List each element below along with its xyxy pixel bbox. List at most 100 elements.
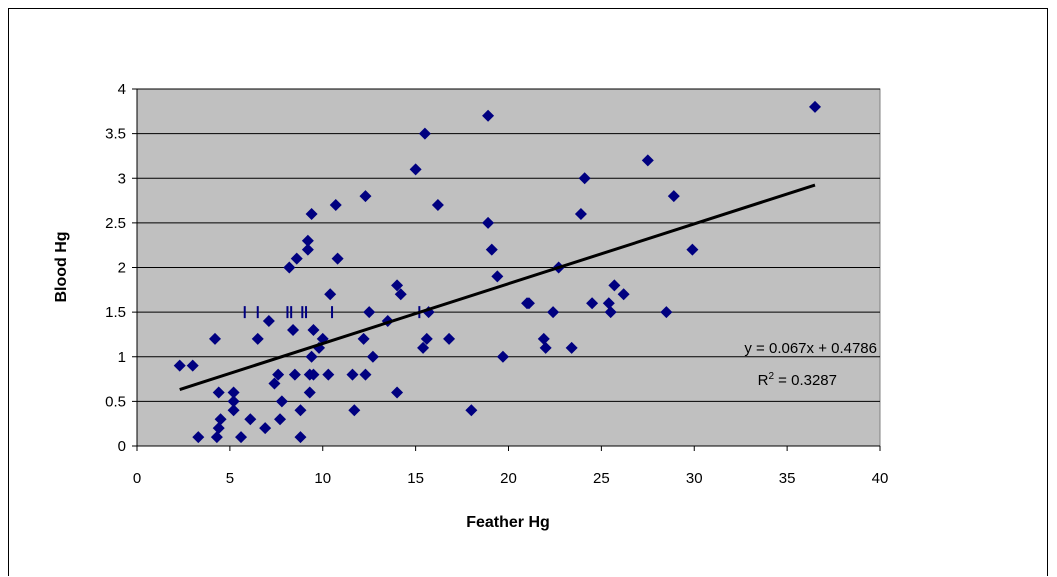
data-point xyxy=(275,395,288,408)
data-point xyxy=(686,243,699,256)
data-point xyxy=(235,431,248,444)
data-point xyxy=(259,422,272,435)
data-point xyxy=(357,332,370,345)
x-tick-label: 15 xyxy=(407,470,424,487)
r-squared-prefix: R xyxy=(758,372,769,389)
y-tick-label: 2 xyxy=(118,260,126,277)
data-point xyxy=(283,261,296,274)
data-point xyxy=(391,279,404,292)
data-point xyxy=(363,306,376,319)
data-point xyxy=(496,350,509,363)
r-squared-label: R2 = 0.3287 xyxy=(758,371,837,389)
data-point xyxy=(173,359,186,372)
data-point xyxy=(214,413,227,426)
data-point xyxy=(359,190,372,203)
data-point xyxy=(359,368,372,381)
y-tick-label: 0.5 xyxy=(105,393,126,410)
data-point xyxy=(227,386,240,399)
y-tick-label: 1.5 xyxy=(105,304,126,321)
data-point xyxy=(301,243,314,256)
data-point xyxy=(272,368,285,381)
data-point xyxy=(539,341,552,354)
y-tick-labels: 0 0.5 1 1.5 2 2.5 3 3.5 4 xyxy=(105,81,126,455)
data-point xyxy=(294,404,307,417)
x-tick-label: 5 xyxy=(226,470,234,487)
y-tick-label: 1 xyxy=(118,349,126,366)
data-point xyxy=(586,297,599,310)
data-point xyxy=(394,288,407,301)
trendline-equation: y = 0.067x + 0.4786 xyxy=(744,340,877,357)
r-squared-value: = 0.3287 xyxy=(774,372,837,389)
data-point xyxy=(420,332,433,345)
data-point xyxy=(578,172,591,185)
y-tick-label: 4 xyxy=(118,81,126,98)
x-axis-label: Feather Hg xyxy=(466,514,550,531)
data-point xyxy=(547,306,560,319)
data-point xyxy=(210,431,223,444)
x-tick-label: 40 xyxy=(872,470,889,487)
y-tick-label: 3 xyxy=(118,170,126,187)
data-point xyxy=(808,100,821,113)
data-point xyxy=(287,323,300,336)
data-point xyxy=(186,359,199,372)
x-tick-label: 0 xyxy=(133,470,141,487)
data-point xyxy=(251,332,264,345)
data-point xyxy=(667,190,680,203)
data-point xyxy=(288,368,301,381)
data-point xyxy=(268,377,281,390)
data-point xyxy=(482,109,495,122)
data-point xyxy=(244,413,257,426)
x-tick-label: 10 xyxy=(314,470,331,487)
data-point xyxy=(212,386,225,399)
data-point xyxy=(290,252,303,265)
data-point xyxy=(346,368,359,381)
data-point xyxy=(329,199,342,212)
x-tick-labels: 0 5 10 15 20 25 30 35 40 xyxy=(133,470,889,487)
data-point xyxy=(574,207,587,220)
grid-lines xyxy=(137,88,880,402)
data-point xyxy=(602,297,615,310)
data-point xyxy=(522,297,535,310)
data-point xyxy=(391,386,404,399)
data-point xyxy=(491,270,504,283)
data-point xyxy=(227,395,240,408)
y-tick-label: 0 xyxy=(118,438,126,455)
data-point xyxy=(324,288,337,301)
data-point xyxy=(418,127,431,140)
y-tick-label: 3.5 xyxy=(105,126,126,143)
data-point xyxy=(331,252,344,265)
data-point xyxy=(307,323,320,336)
data-point xyxy=(305,350,318,363)
data-point xyxy=(366,350,379,363)
y-axis-label: Blood Hg xyxy=(53,231,70,302)
data-point xyxy=(641,154,654,167)
data-point xyxy=(322,368,335,381)
data-point xyxy=(305,207,318,220)
data-point xyxy=(303,386,316,399)
data-point xyxy=(192,431,205,444)
data-point xyxy=(608,279,621,292)
data-point xyxy=(443,332,456,345)
data-point xyxy=(348,404,361,417)
data-point xyxy=(431,199,444,212)
data-point xyxy=(294,431,307,444)
x-tick-label: 35 xyxy=(779,470,796,487)
data-point xyxy=(227,404,240,417)
data-point xyxy=(301,234,314,247)
data-point xyxy=(565,341,578,354)
data-point xyxy=(274,413,287,426)
data-point xyxy=(537,332,550,345)
data-point xyxy=(485,243,498,256)
chart-frame xyxy=(8,8,1048,576)
data-point xyxy=(409,163,422,176)
data-point xyxy=(604,306,617,319)
r-squared-superscript: 2 xyxy=(768,371,774,382)
x-tick-label: 25 xyxy=(593,470,610,487)
x-tick-label: 30 xyxy=(686,470,703,487)
x-tick-label: 20 xyxy=(500,470,517,487)
data-point xyxy=(465,404,478,417)
data-point xyxy=(417,341,430,354)
trendline xyxy=(179,183,816,391)
axes xyxy=(132,88,881,451)
